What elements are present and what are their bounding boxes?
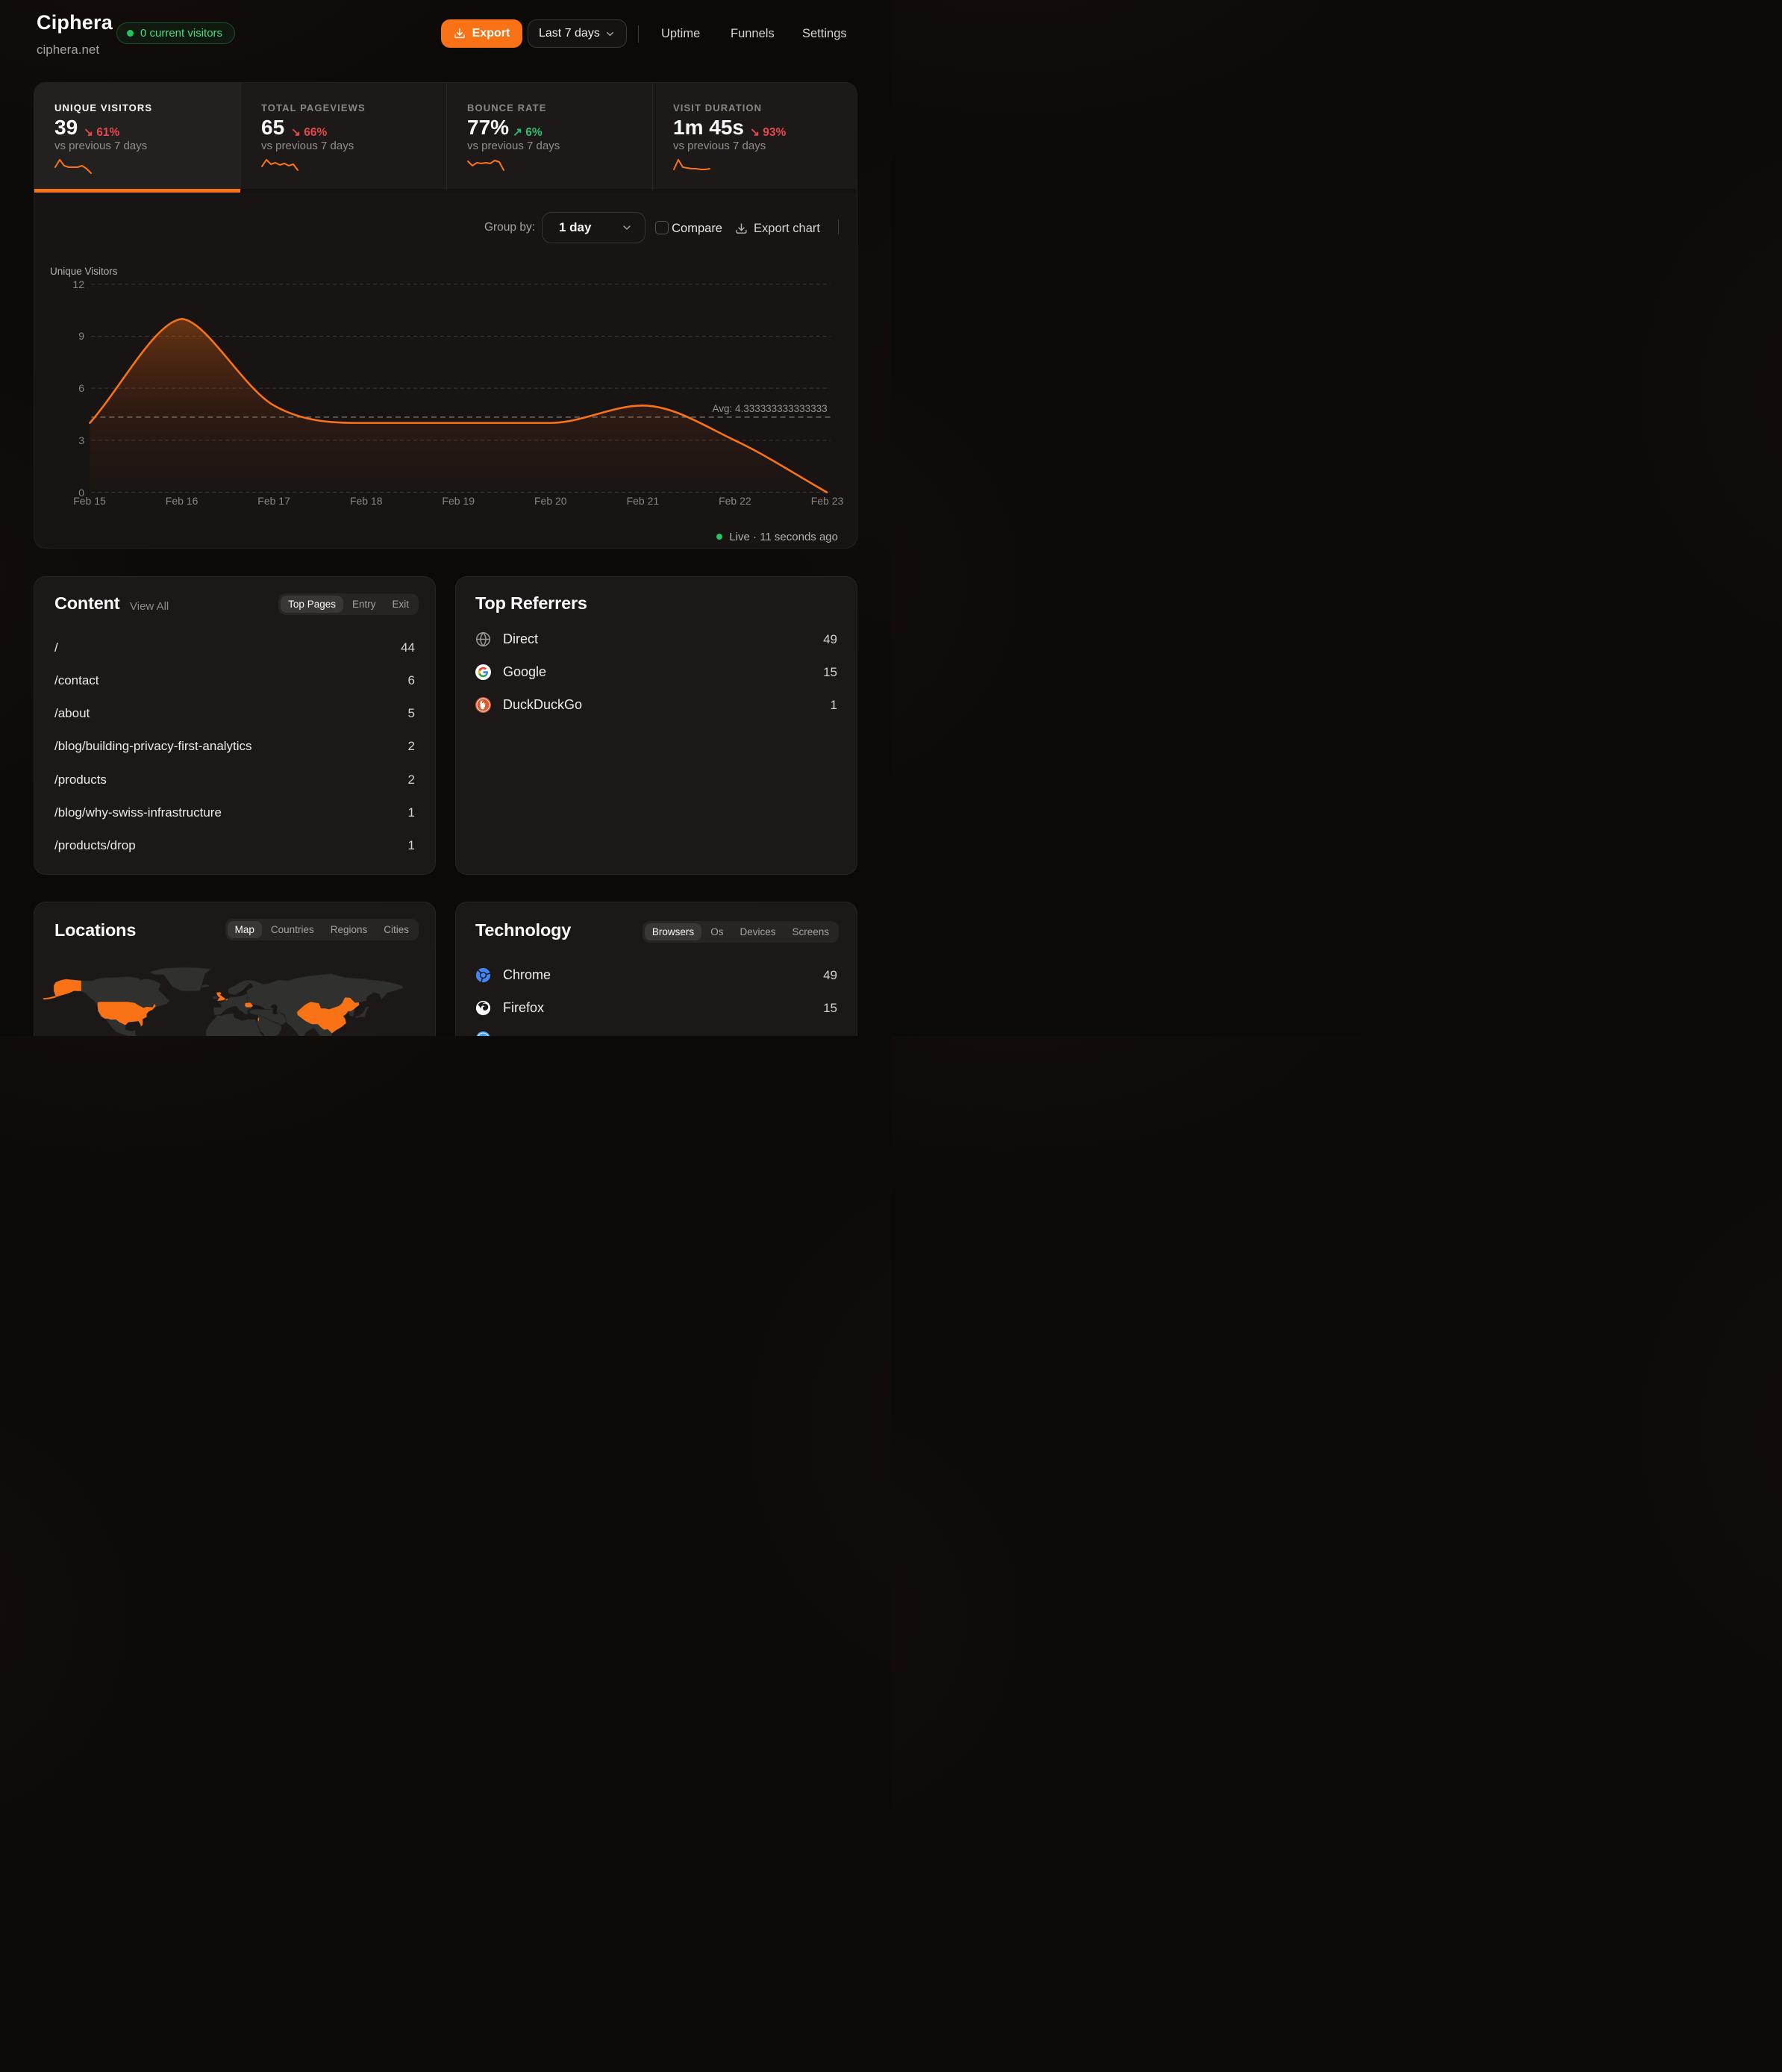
svg-text:Avg: 4.333333333333333: Avg: 4.333333333333333	[713, 403, 828, 414]
